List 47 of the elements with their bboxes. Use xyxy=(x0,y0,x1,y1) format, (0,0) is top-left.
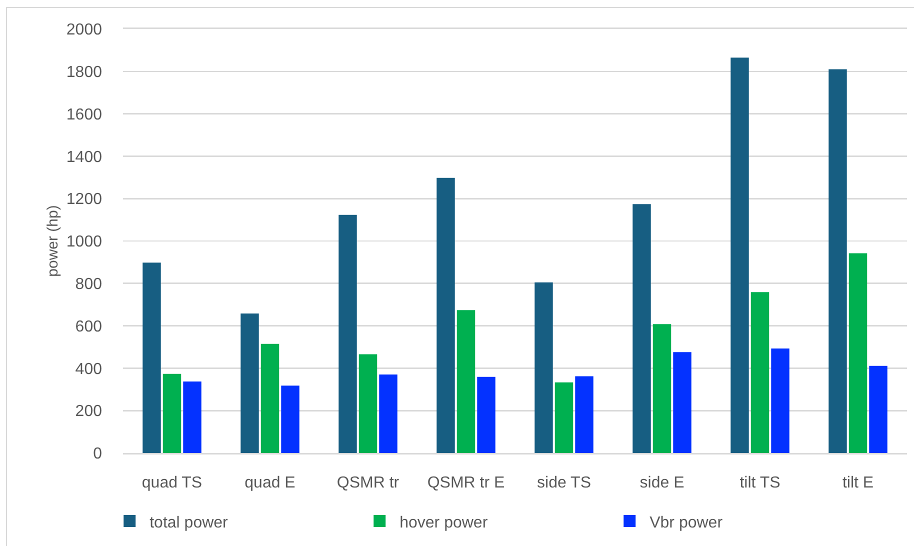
bar xyxy=(183,382,202,453)
bar xyxy=(575,376,594,453)
bar xyxy=(456,310,476,453)
bar xyxy=(436,178,455,453)
bar xyxy=(358,354,378,453)
x-tick-label: QSMR tr xyxy=(336,474,400,492)
legend-label: hover power xyxy=(400,514,488,532)
bar xyxy=(281,386,300,453)
bar xyxy=(632,204,651,453)
y-tick-label: 1800 xyxy=(66,64,102,81)
x-tick-label: tilt E xyxy=(842,474,874,492)
bar xyxy=(848,253,868,453)
bar xyxy=(750,292,770,453)
bar xyxy=(828,69,847,453)
y-tick-label: 1400 xyxy=(66,148,102,166)
bar xyxy=(338,214,357,453)
y-tick-label: 200 xyxy=(75,403,102,420)
x-tick-label: side E xyxy=(640,474,684,492)
x-tick-label: QSMR tr E xyxy=(427,474,505,492)
bar xyxy=(162,374,182,453)
bar xyxy=(771,348,790,453)
y-tick-label: 1200 xyxy=(66,191,102,208)
y-tick-label: 800 xyxy=(75,276,102,293)
bar xyxy=(869,366,888,453)
y-tick-label: 400 xyxy=(75,360,102,378)
y-axis-title: power (hp) xyxy=(44,205,62,277)
legend-label: Vbr power xyxy=(650,514,724,532)
bar xyxy=(673,352,692,453)
bar xyxy=(260,344,280,453)
y-tick-label: 2000 xyxy=(66,22,102,39)
legend-label: total power xyxy=(150,514,229,532)
y-tick-label: 1600 xyxy=(66,106,102,124)
bar xyxy=(240,314,259,453)
y-tick-label: 1000 xyxy=(66,234,102,251)
x-tick-label: quad TS xyxy=(142,474,202,492)
bar xyxy=(652,324,672,453)
x-tick-label: side TS xyxy=(537,474,591,492)
x-tick-label: tilt TS xyxy=(740,474,780,492)
y-tick-label: 0 xyxy=(93,446,102,463)
bar xyxy=(142,262,161,453)
x-tick-label: quad E xyxy=(244,474,296,492)
bar xyxy=(534,282,553,453)
bar xyxy=(379,374,398,453)
bar xyxy=(554,382,574,453)
y-tick-label: 600 xyxy=(75,318,102,336)
bar xyxy=(730,58,749,453)
bar xyxy=(477,376,496,453)
